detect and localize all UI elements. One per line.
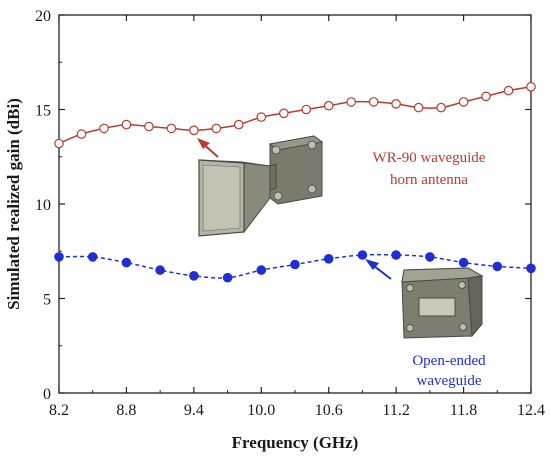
data-point [391,99,401,109]
y-tick-label: 10 [35,197,51,214]
data-point [256,265,267,275]
data-point [492,261,503,272]
x-tick-label: 8.8 [116,402,136,419]
waveguide-annotation-line-1: Open-ended [412,353,486,369]
y-tick-label: 0 [43,386,51,403]
data-point [425,252,435,262]
data-point [391,250,401,260]
data-point [458,97,469,107]
data-point [87,252,98,262]
data-point [346,97,356,107]
x-tick-label: 8.2 [49,402,69,419]
data-point [121,119,132,130]
data-point [436,102,446,113]
data-point [278,108,289,119]
data-point [155,265,165,275]
series-1 [54,250,536,283]
x-axis-title: Frequency (GHz) [232,433,359,452]
data-point [256,112,267,122]
data-point [481,91,491,102]
data-point [323,100,334,111]
open-ended-waveguide-illustration [401,267,484,339]
data-point [413,102,424,113]
horn-arrow-head [197,138,210,149]
data-point [526,263,536,274]
data-point [76,129,87,139]
x-tick-label: 11.2 [382,402,409,419]
data-point [54,252,64,262]
data-point [144,121,154,132]
y-tick-label: 5 [43,292,51,309]
data-point [121,257,132,268]
data-point [301,104,311,115]
data-point [234,119,244,130]
data-point [503,85,514,96]
x-tick-label: 9.4 [184,402,204,419]
x-tick-label: 10.0 [247,402,275,419]
x-tick-label: 10.6 [315,402,343,419]
data-point [526,82,536,92]
waveguide-annotation-line-2: waveguide [417,373,482,389]
series-layer [54,82,536,283]
waveguide-annotation: Open-ended waveguide [365,259,486,389]
data-point [166,123,177,134]
data-point [222,272,233,283]
horn-annotation-line-2: horn antenna [390,172,468,188]
data-point [211,123,222,134]
series-0 [54,82,536,149]
data-point [290,259,300,270]
data-point [99,123,109,134]
data-point [323,253,334,264]
data-point [54,138,64,149]
y-axis-title: Simulated realized gain (dBi) [4,98,23,310]
horn-annotation: WR-90 waveguide horn antenna [197,138,486,188]
series-line-0 [58,86,532,145]
data-point [189,270,199,281]
x-tick-label: 12.4 [517,402,545,419]
data-point [368,97,379,107]
data-point [189,125,199,136]
ticks-layer: 8.2 8.8 9.4 10.0 10.6 11.2 11.8 12.4 0 5 10 15 20 [35,8,545,419]
data-point [458,257,469,268]
waveguide-arrow-head [365,259,379,270]
horn-antenna-illustration [197,135,324,237]
y-tick-label: 15 [35,103,51,120]
y-tick-label: 20 [35,8,51,25]
x-tick-label: 11.8 [450,402,477,419]
horn-annotation-line-1: WR-90 waveguide [373,150,486,166]
data-point [357,250,368,260]
